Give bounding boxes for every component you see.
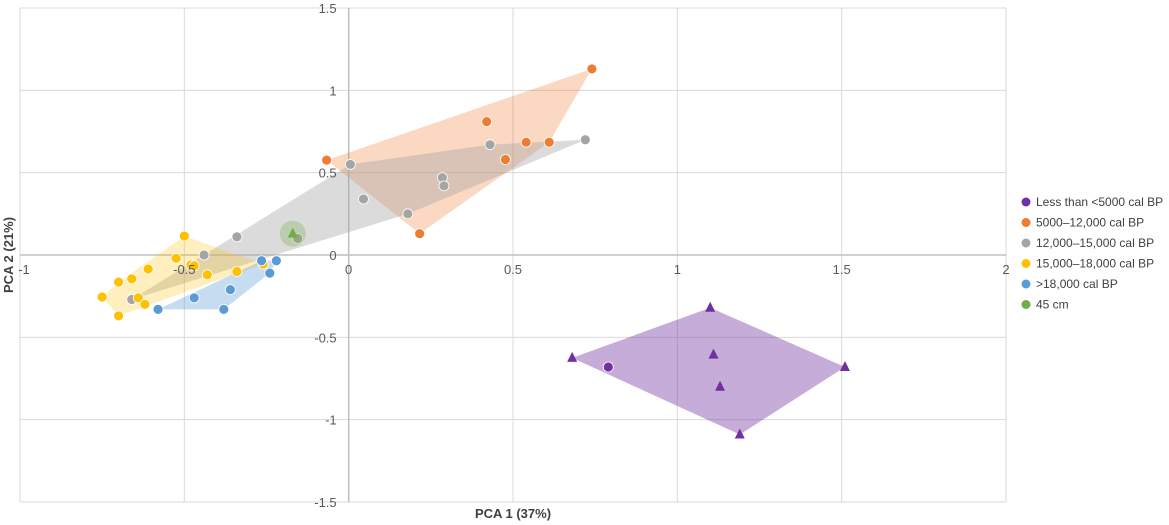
point-2 <box>484 139 496 151</box>
y-tick-label: 1 <box>329 83 336 98</box>
x-tick-label: 1.5 <box>833 262 851 277</box>
point-3 <box>178 230 190 242</box>
point-4 <box>152 303 164 315</box>
y-tick-label: -1.5 <box>314 495 336 510</box>
point-5 <box>287 227 298 238</box>
point-3 <box>139 298 151 310</box>
legend-marker <box>1021 197 1031 207</box>
legend-marker <box>1021 300 1031 309</box>
hull-2 <box>131 139 586 300</box>
point-4 <box>270 255 282 267</box>
x-tick-label: -0.5 <box>173 262 195 277</box>
point-1 <box>543 136 555 148</box>
point-4 <box>218 303 230 315</box>
y-axis-title: PCA 2 (21%) <box>1 217 16 293</box>
legend-label: Less than <5000 cal BP <box>1036 195 1163 209</box>
legend-label: 15,000–18,000 cal BP <box>1036 257 1154 271</box>
point-2 <box>402 208 414 220</box>
point-1 <box>586 63 598 75</box>
point-2 <box>579 134 591 146</box>
point-3 <box>132 292 144 304</box>
x-tick-label: -1 <box>18 262 30 277</box>
point-4 <box>188 292 200 304</box>
point-0 <box>715 380 726 391</box>
point-3 <box>201 269 213 281</box>
legend-marker <box>1021 238 1031 248</box>
legend-marker <box>1021 279 1031 289</box>
x-tick-label: 0.5 <box>504 262 522 277</box>
point-0 <box>705 301 716 312</box>
point-0 <box>734 428 745 439</box>
point-3 <box>113 276 124 288</box>
hull-4 <box>158 260 277 310</box>
point-1 <box>414 228 426 239</box>
point-3 <box>142 263 154 275</box>
point-0 <box>602 361 614 373</box>
point-2 <box>358 193 369 205</box>
y-tick-label: 1.5 <box>319 1 337 16</box>
hull-0 <box>572 307 845 435</box>
legend-label: 12,000–15,000 cal BP <box>1036 236 1154 250</box>
point-4 <box>264 267 276 279</box>
point-3 <box>188 260 200 272</box>
point-0 <box>839 360 850 371</box>
point-1 <box>500 154 511 165</box>
hull-1 <box>326 68 592 234</box>
legend-label: 5000–12,000 cal BP <box>1036 216 1144 230</box>
point-2 <box>231 231 243 243</box>
point-2 <box>198 249 210 261</box>
point-1 <box>520 136 532 148</box>
y-tick-label: 0.5 <box>319 166 337 181</box>
point-3 <box>170 252 182 264</box>
legend-label: >18,000 cal BP <box>1036 277 1118 291</box>
point-1 <box>481 116 493 128</box>
x-tick-label: 0 <box>345 262 352 277</box>
y-tick-label: 0 <box>329 248 336 263</box>
point-3 <box>96 291 108 303</box>
point-3 <box>231 266 243 277</box>
y-tick-label: -0.5 <box>314 330 336 345</box>
x-tick-label: 1 <box>674 262 681 277</box>
legend-marker <box>1021 218 1031 227</box>
point-3 <box>126 273 138 285</box>
legend-marker <box>1021 259 1031 268</box>
point-2 <box>438 180 450 192</box>
legend-label: 45 cm <box>1036 298 1069 312</box>
point-0 <box>567 351 578 362</box>
x-axis-title: PCA 1 (37%) <box>475 506 551 521</box>
point-4 <box>256 255 267 267</box>
point-3 <box>113 310 124 322</box>
y-tick-label: -1 <box>325 413 337 428</box>
point-1 <box>321 154 333 166</box>
point-4 <box>224 284 236 295</box>
point-2 <box>344 159 356 170</box>
x-tick-label: 2 <box>1002 262 1009 277</box>
point-0 <box>708 348 719 359</box>
